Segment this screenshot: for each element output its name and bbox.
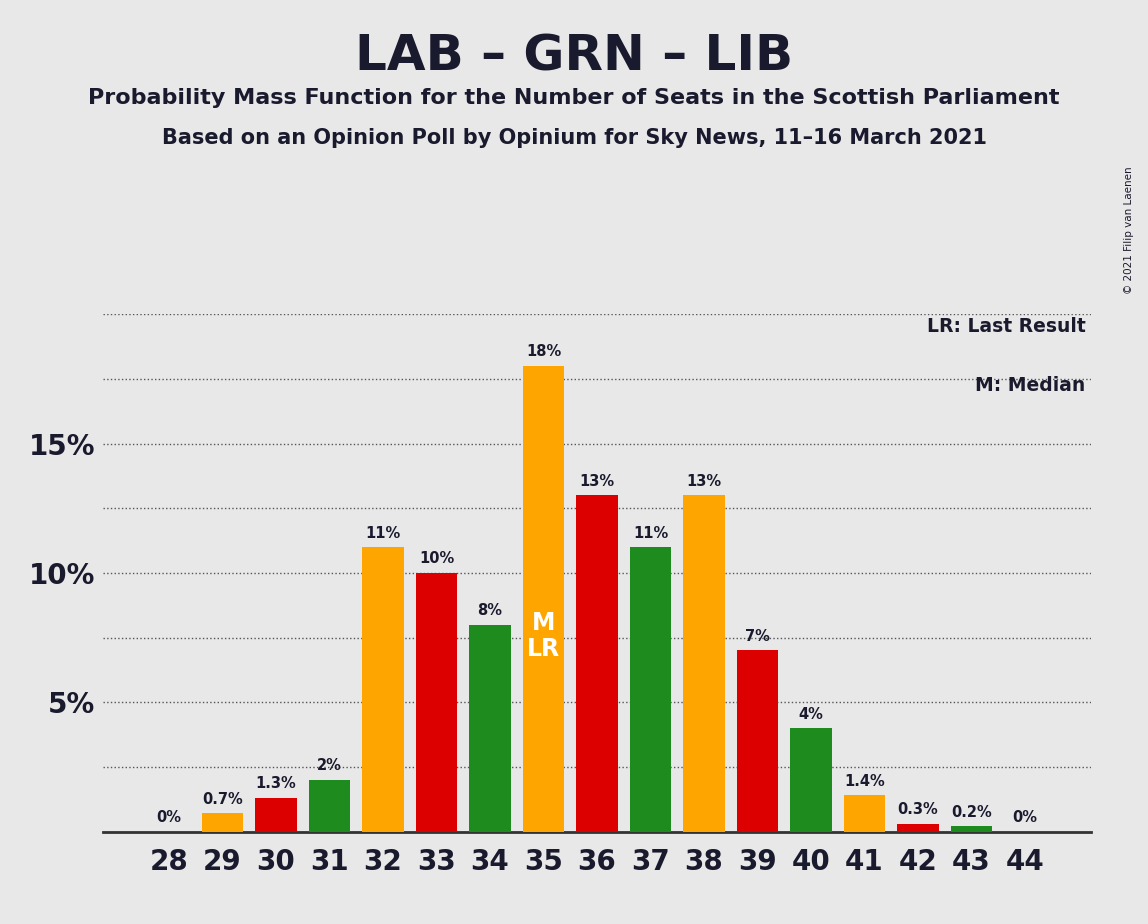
Text: LR: Last Result: LR: Last Result [926, 317, 1086, 335]
Text: Probability Mass Function for the Number of Seats in the Scottish Parliament: Probability Mass Function for the Number… [88, 88, 1060, 108]
Text: LAB – GRN – LIB: LAB – GRN – LIB [355, 32, 793, 80]
Bar [202, 813, 243, 832]
Bar [309, 780, 350, 832]
Bar [897, 824, 939, 832]
Text: 0.3%: 0.3% [898, 802, 938, 818]
Text: M
LR: M LR [527, 611, 560, 661]
Bar [470, 625, 511, 832]
Bar [362, 547, 404, 832]
Bar [416, 573, 457, 832]
Bar [844, 796, 885, 832]
Text: 4%: 4% [799, 707, 823, 722]
Text: 18%: 18% [526, 345, 561, 359]
Bar [255, 798, 297, 832]
Text: 11%: 11% [633, 526, 668, 541]
Text: 13%: 13% [580, 474, 614, 489]
Text: © 2021 Filip van Laenen: © 2021 Filip van Laenen [1124, 166, 1134, 294]
Text: 8%: 8% [478, 603, 503, 618]
Text: M: Median: M: Median [976, 376, 1086, 395]
Text: 2%: 2% [317, 759, 342, 773]
Text: 10%: 10% [419, 552, 455, 566]
Bar [683, 495, 724, 832]
Text: Based on an Opinion Poll by Opinium for Sky News, 11–16 March 2021: Based on an Opinion Poll by Opinium for … [162, 128, 986, 148]
Text: 1.3%: 1.3% [256, 776, 296, 792]
Bar [629, 547, 672, 832]
Text: 11%: 11% [365, 526, 401, 541]
Text: 0%: 0% [1013, 810, 1038, 825]
Text: 0.7%: 0.7% [202, 792, 243, 807]
Bar [522, 366, 565, 832]
Bar [737, 650, 778, 832]
Bar [576, 495, 618, 832]
Text: 13%: 13% [687, 474, 721, 489]
Bar [790, 728, 832, 832]
Text: 0%: 0% [156, 810, 181, 825]
Bar [951, 826, 992, 832]
Text: 1.4%: 1.4% [844, 774, 885, 789]
Text: 0.2%: 0.2% [951, 805, 992, 820]
Text: 7%: 7% [745, 629, 770, 644]
